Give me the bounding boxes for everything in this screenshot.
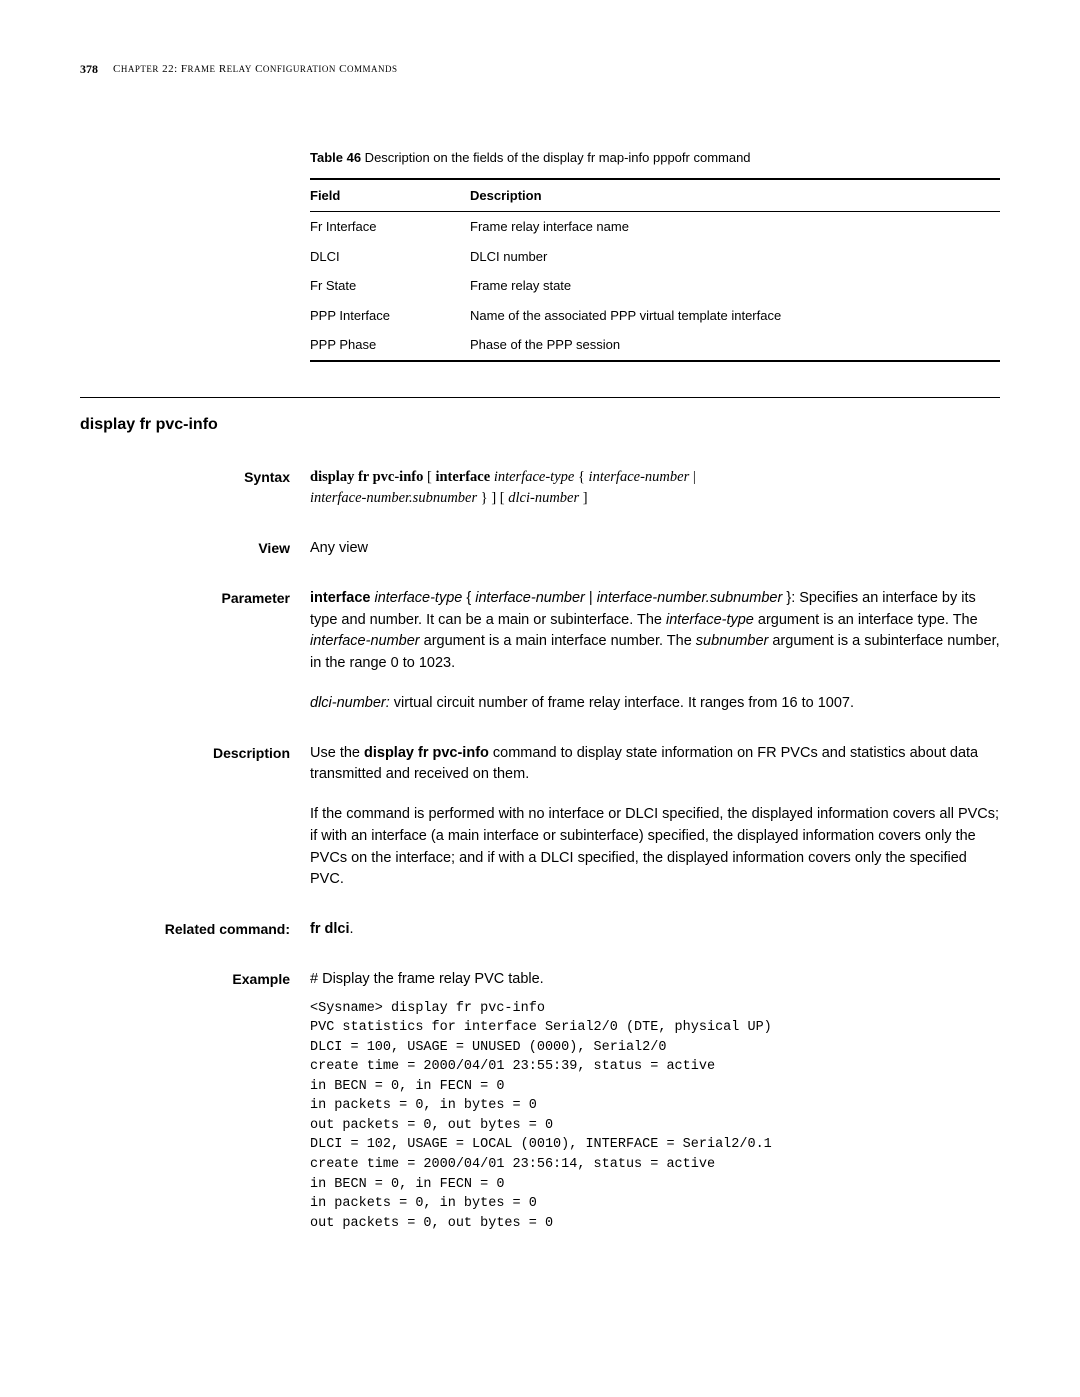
table-number: Table 46	[310, 150, 361, 165]
description-row: Description Use the display fr pvc-info …	[80, 743, 1000, 892]
table-row: PPP Phase Phase of the PPP session	[310, 330, 1000, 361]
description-p2: If the command is performed with no inte…	[310, 804, 1000, 891]
section-title: display fr pvc-info	[80, 413, 1000, 437]
cell-desc: Phase of the PPP session	[470, 330, 1000, 361]
cell-field: Fr Interface	[310, 212, 470, 242]
table-caption: Table 46 Description on the fields of th…	[310, 148, 1000, 168]
related-row: Related command: fr dlci.	[80, 919, 1000, 941]
description-p1: Use the display fr pvc-info command to d…	[310, 743, 1000, 787]
related-body: fr dlci.	[310, 919, 1000, 941]
cell-desc: Frame relay state	[470, 271, 1000, 301]
example-row: Example # Display the frame relay PVC ta…	[80, 969, 1000, 1234]
syntax-label: Syntax	[80, 467, 310, 511]
cell-field: PPP Phase	[310, 330, 470, 361]
table-caption-text: Description on the fields of the display…	[361, 150, 750, 165]
cell-field: Fr State	[310, 271, 470, 301]
table-row: DLCI DLCI number	[310, 242, 1000, 272]
syntax-row: Syntax display fr pvc-info [ interface i…	[80, 467, 1000, 511]
parameter-row: Parameter interface interface-type { int…	[80, 588, 1000, 715]
table-row: Fr Interface Frame relay interface name	[310, 212, 1000, 242]
description-table: Field Description Fr Interface Frame rel…	[310, 178, 1000, 362]
table-row: PPP Interface Name of the associated PPP…	[310, 301, 1000, 331]
syntax-body: display fr pvc-info [ interface interfac…	[310, 467, 1000, 511]
example-label: Example	[80, 969, 310, 1234]
example-code: <Sysname> display fr pvc-info PVC statis…	[310, 999, 1000, 1234]
related-label: Related command:	[80, 919, 310, 941]
description-label: Description	[80, 743, 310, 892]
view-label: View	[80, 538, 310, 560]
header-description: Description	[470, 179, 1000, 212]
parameter-body: interface interface-type { interface-num…	[310, 588, 1000, 715]
cell-desc: DLCI number	[470, 242, 1000, 272]
parameter-p1: interface interface-type { interface-num…	[310, 588, 1000, 675]
example-intro: # Display the frame relay PVC table.	[310, 971, 544, 987]
parameter-p2: dlci-number: virtual circuit number of f…	[310, 693, 1000, 715]
page-number: 378	[80, 60, 98, 78]
section-divider	[80, 397, 1000, 398]
table-row: Fr State Frame relay state	[310, 271, 1000, 301]
cell-desc: Frame relay interface name	[470, 212, 1000, 242]
header-field: Field	[310, 179, 470, 212]
chapter-title: CHAPTER 22: FRAME RELAY CONFIGURATION CO…	[113, 61, 398, 78]
example-body: # Display the frame relay PVC table. <Sy…	[310, 969, 1000, 1234]
cell-field: DLCI	[310, 242, 470, 272]
table-header-row: Field Description	[310, 179, 1000, 212]
view-row: View Any view	[80, 538, 1000, 560]
cell-desc: Name of the associated PPP virtual templ…	[470, 301, 1000, 331]
parameter-label: Parameter	[80, 588, 310, 715]
cell-field: PPP Interface	[310, 301, 470, 331]
description-body: Use the display fr pvc-info command to d…	[310, 743, 1000, 892]
view-body: Any view	[310, 538, 1000, 560]
page-header: 378 CHAPTER 22: FRAME RELAY CONFIGURATIO…	[80, 60, 1000, 78]
